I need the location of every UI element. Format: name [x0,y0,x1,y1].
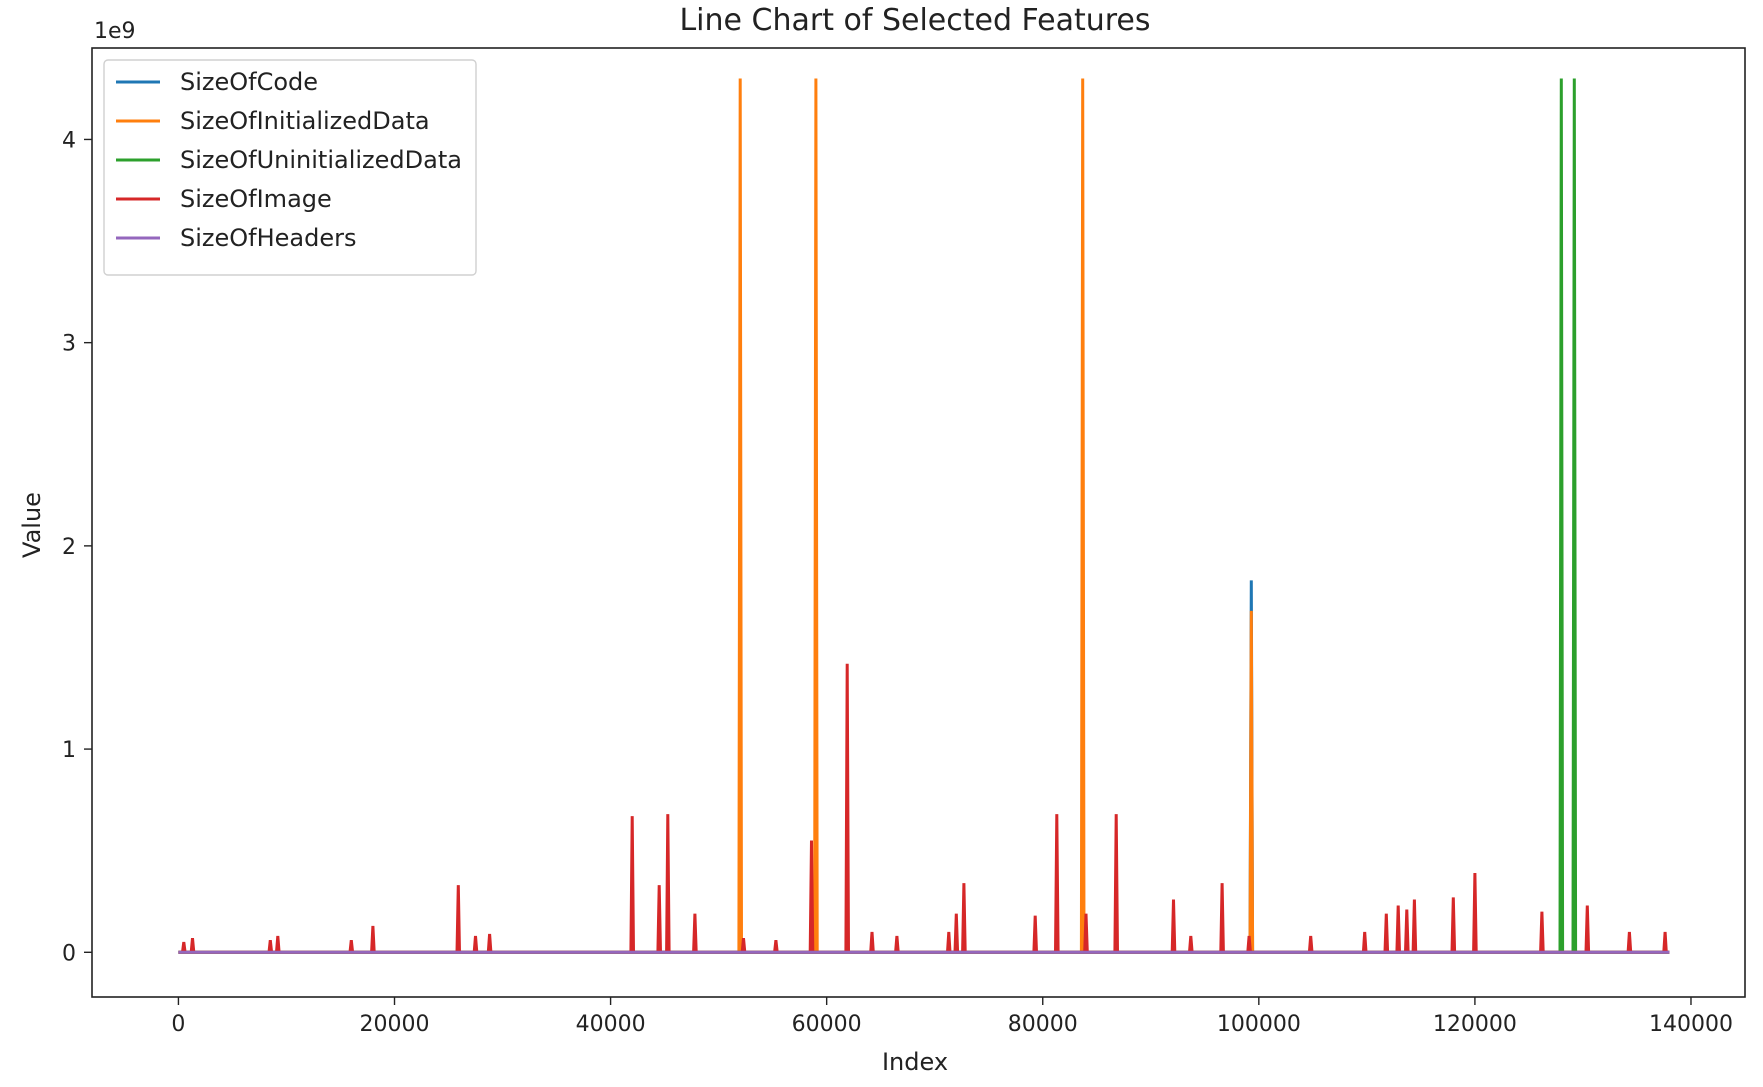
x-tick-label: 100000 [1217,1012,1301,1037]
x-axis-label: Index [882,1048,948,1076]
y-tick-label: 4 [62,128,76,153]
legend-label-size-of-initialized-data: SizeOfInitializedData [180,107,430,135]
x-tick-label: 140000 [1649,1012,1733,1037]
series-line-size-of-code [178,580,1670,954]
y-axis-scale-label: 1e9 [94,19,136,44]
x-tick-label: 60000 [792,1012,862,1037]
x-tick-label: 40000 [576,1012,646,1037]
y-tick-label: 2 [62,535,76,560]
legend-label-size-of-uninitialized-data: SizeOfUninitializedData [180,146,462,174]
y-tick-label: 3 [62,332,76,357]
x-tick-label: 80000 [1008,1012,1078,1037]
chart-title: Line Chart of Selected Features [679,3,1150,38]
legend-label-size-of-headers: SizeOfHeaders [180,224,357,252]
x-tick-label: 120000 [1433,1012,1517,1037]
y-tick-label: 0 [62,941,76,966]
legend-label-size-of-code: SizeOfCode [180,68,318,96]
y-tick-label: 1 [62,738,76,763]
axes-frame [91,47,1746,998]
legend-box [103,59,477,276]
x-tick-label: 20000 [360,1012,430,1037]
y-axis-label: Value [18,492,46,558]
plot-area: 0 20000 40000 60000 80000 100000 120000 140000 0… [62,47,1746,1037]
x-tick-label: 0 [171,1012,185,1037]
legend-label-size-of-image: SizeOfImage [180,185,332,213]
series-line-size-of-image [178,663,1670,954]
legend: SizeOfCode SizeOfInitializedData SizeOfUni… [103,59,477,276]
